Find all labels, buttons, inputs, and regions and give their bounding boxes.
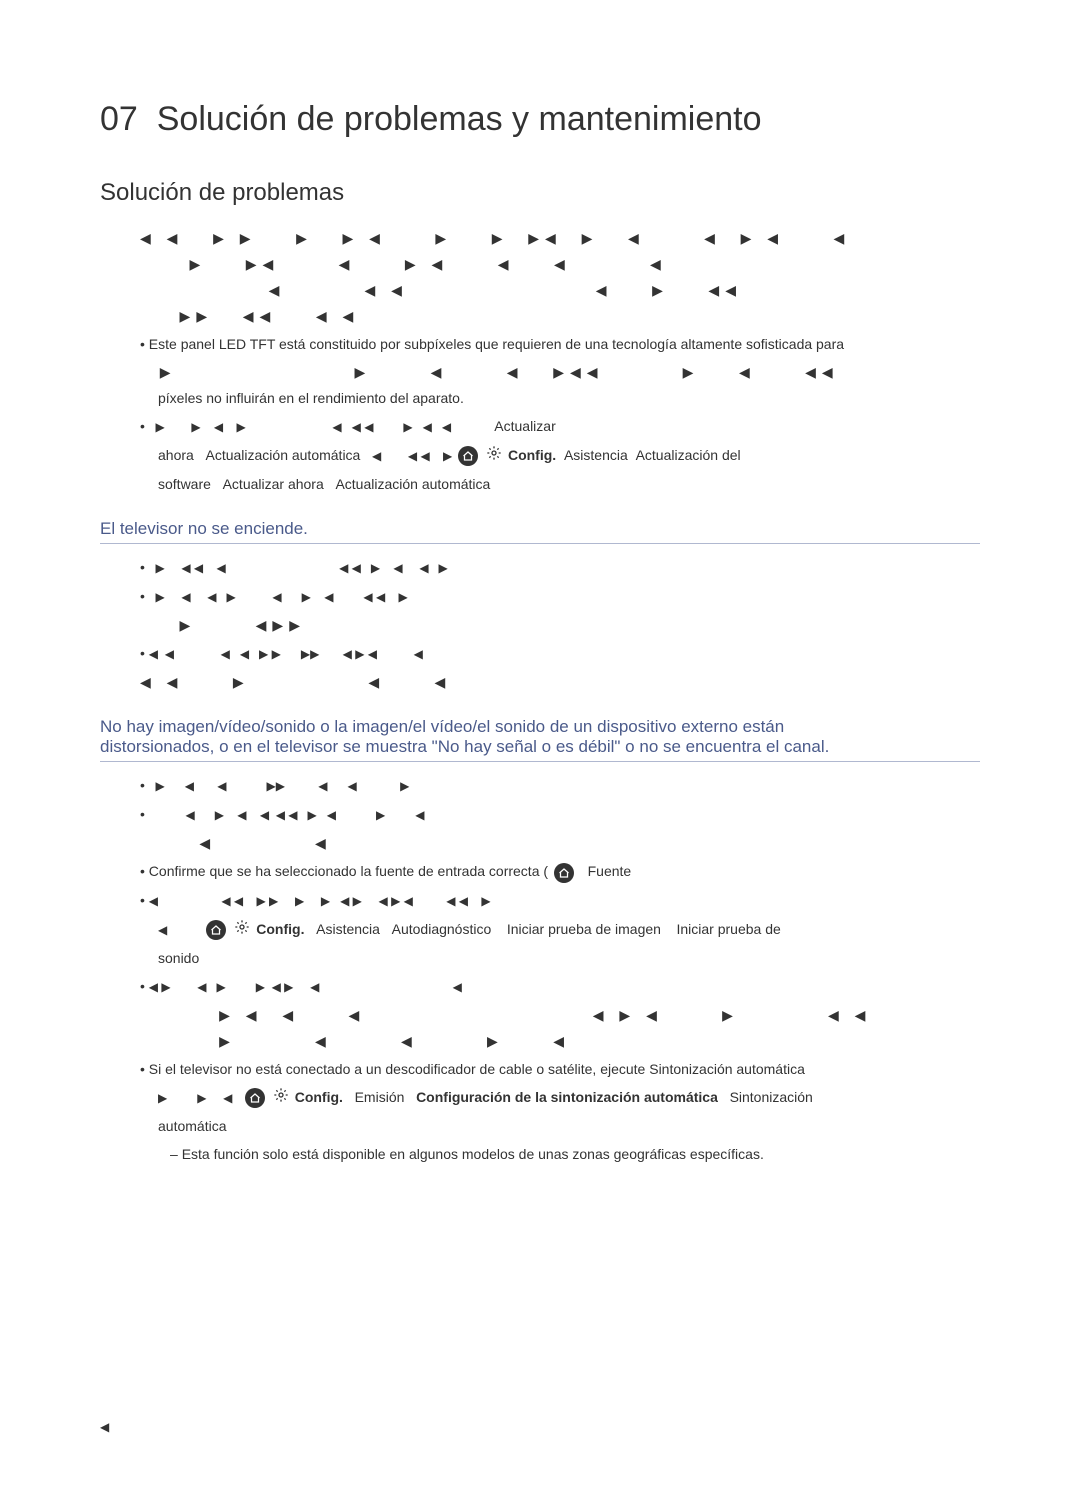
arrow-glyph: ◀	[158, 923, 201, 937]
subsection2-line1: No hay imagen/vídeo/sonido o la imagen/e…	[100, 717, 784, 736]
bullet-continuation: software Actualizar ahora Actualización …	[158, 473, 980, 495]
text-fragment: Actualización automática	[205, 447, 360, 463]
decorative-arrows-row: ▶▶ ◀◀ ◀ ◀	[140, 305, 980, 327]
arrow-glyph: ▶ ▶ ◀ ▶ ◀ ◀ ◀ ▶ ◀ ◀	[149, 420, 491, 434]
bullet-continuation: píxeles no influirán en el rendimiento d…	[158, 387, 980, 409]
subsection2-line2: distorsionados, o en el televisor se mue…	[100, 737, 829, 756]
arrow-glyph: ▶ ◀ ◀ ▶ ◀ ▶ ◀ ◀ ◀ ▶	[149, 590, 408, 604]
arrow-glyph: ▶ ◀ ◀ ◀ ◀ ◀ ▶ ◀ ◀ ▶	[149, 561, 448, 575]
arrow-glyph: ◀ ▶ ◀ ◀ ◀ ◀ ▶ ◀ ▶ ◀	[149, 808, 425, 822]
subsection-title-2: No hay imagen/vídeo/sonido o la imagen/e…	[100, 717, 980, 762]
text-fragment: Actualización automática	[335, 476, 490, 492]
text-fragment: software	[158, 476, 211, 492]
home-icon	[554, 863, 574, 883]
home-icon	[458, 446, 478, 466]
s1-bullet-3: ◀ ◀ ◀ ◀ ▶ ▶ ▶▶ ◀ ▶ ◀ ◀	[140, 642, 980, 665]
s2-bullet-1: ▶ ◀ ◀ ▶▶ ◀ ◀ ▶	[140, 774, 980, 797]
text-fragment: Actualización del	[636, 447, 741, 463]
decorative-arrows-row: ▶ ▶◀ ◀ ▶ ◀ ◀ ◀ ◀	[140, 253, 980, 275]
text-fragment: Sintonización	[730, 1089, 813, 1105]
arrow-glyph: ◀	[100, 1420, 109, 1434]
s2-bullet-4: ◀ ◀ ◀ ▶ ▶ ▶ ▶ ◀ ▶ ◀ ▶ ◀ ◀ ◀ ▶	[140, 889, 980, 912]
s1-bullet-1: ▶ ◀ ◀ ◀ ◀ ◀ ▶ ◀ ◀ ▶	[140, 556, 980, 579]
bullet-text: Confirme que se ha seleccionado la fuent…	[149, 863, 548, 879]
chapter-title-text: Solución de problemas y mantenimiento	[157, 100, 762, 138]
gear-icon	[486, 445, 502, 467]
page-footer-arrow: ◀	[100, 1418, 109, 1434]
bullet-continuation: ◀ Config. Asistencia Autodiagnóstico Ini…	[158, 918, 980, 941]
bullet-text: Este panel LED TFT está constituido por …	[149, 336, 844, 352]
text-fragment: Autodiagnóstico	[392, 921, 492, 937]
gear-icon	[234, 919, 250, 941]
s2-bullet-5: ◀ ▶ ◀ ▶ ▶ ◀ ▶ ◀ ◀	[140, 975, 980, 998]
home-icon	[206, 920, 226, 940]
s2-bullet-6: Si el televisor no está conectado a un d…	[140, 1058, 980, 1080]
decorative-arrows-row: ▶ ▶ ◀ ◀ ▶◀◀ ▶ ◀ ◀◀	[140, 361, 980, 383]
home-icon	[245, 1088, 265, 1108]
config-label: Config.	[295, 1089, 343, 1105]
gear-icon	[273, 1087, 289, 1109]
s2-bullet-3: Confirme que se ha seleccionado la fuent…	[140, 860, 980, 882]
text-fragment: Asistencia	[316, 921, 380, 937]
s2-bullet-2: ◀ ▶ ◀ ◀ ◀ ◀ ▶ ◀ ▶ ◀	[140, 803, 980, 826]
arrow-glyph: ◀ ◀ ◀ ▶	[372, 449, 452, 463]
arrow-glyph: ▶ ◀ ◀ ▶▶ ◀ ◀ ▶	[149, 779, 410, 793]
decorative-arrows-row: ◀ ◀	[140, 832, 980, 854]
text-fragment: Iniciar prueba de	[677, 921, 781, 937]
bullet-continuation: ahora Actualización automática ◀ ◀ ◀ ▶ C…	[158, 444, 980, 467]
text-fragment: Asistencia	[564, 447, 628, 463]
arrow-glyph: ▶ ▶ ◀	[158, 1091, 239, 1105]
arrow-glyph: ◀ ◀ ◀ ◀ ▶ ▶ ▶▶ ◀ ▶ ◀ ◀	[149, 647, 423, 661]
subsection-title-1: El televisor no se enciende.	[100, 519, 980, 544]
bullet-text-end: Actualizar	[494, 418, 555, 434]
text-fragment: Emisión	[355, 1089, 405, 1105]
decorative-arrows-row: ◀ ◀ ▶ ◀ ◀	[140, 671, 980, 693]
intro-bullet-1: Este panel LED TFT está constituido por …	[140, 333, 980, 355]
decorative-arrows-row: ◀ ◀ ◀ ◀ ▶ ◀◀	[140, 279, 980, 301]
text-fragment: Actualizar ahora	[223, 476, 324, 492]
s2-note: Esta función solo está disponible en alg…	[170, 1143, 980, 1165]
decorative-arrows-row: ◀ ◀ ▶ ▶ ▶ ▶ ◀ ▶ ▶ ▶◀ ▶ ◀ ◀ ▶ ◀ ◀	[140, 227, 980, 249]
config-label: Config.	[508, 447, 556, 463]
text-fragment: Configuración de la sintonización automá…	[416, 1089, 718, 1105]
decorative-arrows-row: ▶ ◀▶▶	[140, 614, 980, 636]
text-fragment: Sintonización automática	[649, 1061, 805, 1077]
chapter-title: 07 Solución de problemas y mantenimiento	[100, 100, 980, 139]
bullet-continuation: sonido	[158, 947, 980, 969]
intro-bullet-2: ▶ ▶ ◀ ▶ ◀ ◀ ◀ ▶ ◀ ◀ Actualizar	[140, 415, 980, 438]
decorative-arrows-row: ▶ ◀ ◀ ◀ ◀ ▶ ◀ ▶ ◀ ◀	[140, 1004, 980, 1026]
arrow-glyph: ◀ ▶ ◀ ▶ ▶ ◀ ▶ ◀ ◀	[149, 980, 462, 994]
section-title: Solución de problemas	[100, 179, 980, 207]
text-fragment: Fuente	[588, 863, 632, 879]
bullet-continuation: ▶ ▶ ◀ Config. Emisión Configuración de l…	[158, 1086, 980, 1109]
s1-bullet-2: ▶ ◀ ◀ ▶ ◀ ▶ ◀ ◀ ◀ ▶	[140, 585, 980, 608]
bullet-text: Si el televisor no está conectado a un d…	[149, 1061, 646, 1077]
bullet-continuation: automática	[158, 1115, 980, 1137]
text-fragment: Iniciar prueba de imagen	[507, 921, 661, 937]
decorative-arrows-row: ▶ ◀ ◀ ▶ ◀	[140, 1030, 980, 1052]
text-fragment: ahora	[158, 447, 194, 463]
arrow-glyph: ◀ ◀ ◀ ▶ ▶ ▶ ▶ ◀ ▶ ◀ ▶ ◀ ◀ ◀ ▶	[149, 894, 491, 908]
chapter-number: 07	[100, 100, 138, 138]
config-label: Config.	[256, 921, 304, 937]
